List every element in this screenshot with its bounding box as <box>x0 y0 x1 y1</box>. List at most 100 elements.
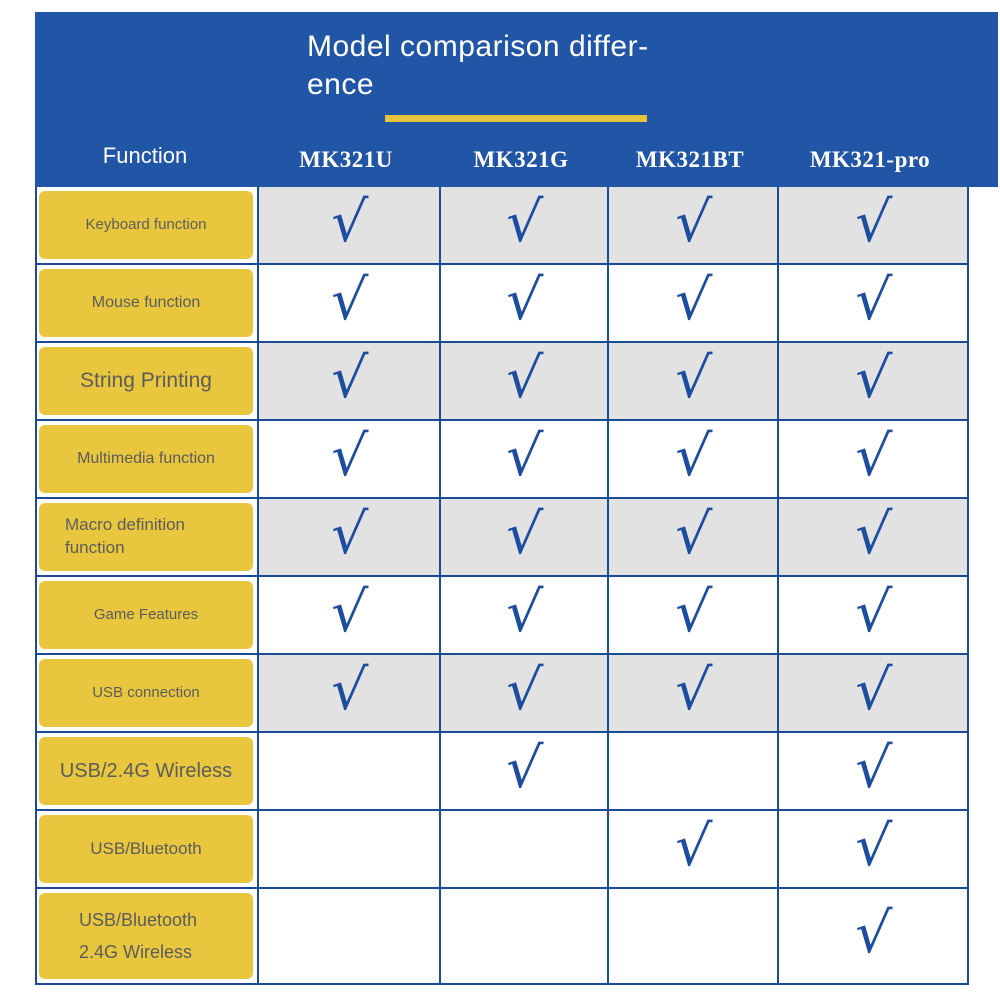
row-label-cell: Multimedia function <box>37 421 257 497</box>
check-cell <box>607 733 777 809</box>
check-cell <box>257 811 439 887</box>
column-header-model-2: MK321G <box>473 147 569 172</box>
checkmark-icon: √ <box>328 345 370 411</box>
check-cell: √ <box>777 343 967 419</box>
row-label-cell: Game Features <box>37 577 257 653</box>
check-cell: √ <box>607 811 777 887</box>
checkmark-icon: √ <box>672 579 714 645</box>
table-row: Multimedia function √ √ √ √ <box>37 421 967 499</box>
row-label: USB/Bluetooth <box>39 815 253 883</box>
row-label: String Printing <box>39 347 253 415</box>
check-cell: √ <box>439 733 607 809</box>
table-row: Macro definition function √ √ √ √ <box>37 499 967 577</box>
table-row: String Printing √ √ √ √ <box>37 343 967 421</box>
checkmark-icon: √ <box>328 657 370 723</box>
check-cell: √ <box>777 187 967 263</box>
checkmark-icon: √ <box>503 579 545 645</box>
check-cell: √ <box>439 655 607 731</box>
row-label-cell: Keyboard function <box>37 187 257 263</box>
checkmark-icon: √ <box>852 189 894 255</box>
row-label-cell: Macro definition function <box>37 499 257 575</box>
check-cell: √ <box>257 343 439 419</box>
check-cell <box>257 733 439 809</box>
table-header-row: Function MK321U MK321G MK321BT MK321-pro <box>35 143 965 181</box>
row-label-cell: Mouse function <box>37 265 257 341</box>
row-label-cell: USB connection <box>37 655 257 731</box>
table-row: USB/Bluetooth 2.4G Wireless √ <box>37 889 967 985</box>
column-header-model-3: MK321BT <box>635 147 745 172</box>
check-cell: √ <box>777 499 967 575</box>
checkmark-icon: √ <box>852 813 894 879</box>
table-row: USB connection √ √ √ √ <box>37 655 967 733</box>
check-cell: √ <box>777 733 967 809</box>
checkmark-icon: √ <box>852 267 894 333</box>
page-title-line2: ence <box>307 68 375 101</box>
check-cell: √ <box>439 499 607 575</box>
table-row: USB/Bluetooth √ √ <box>37 811 967 889</box>
checkmark-icon: √ <box>328 189 370 255</box>
page-title-line1: Model comparison differ- <box>307 30 649 63</box>
row-label: Keyboard function <box>39 191 253 259</box>
row-label: USB/Bluetooth 2.4G Wireless <box>39 893 253 979</box>
checkmark-icon: √ <box>852 657 894 723</box>
checkmark-icon: √ <box>503 735 545 801</box>
row-label-cell: USB/2.4G Wireless <box>37 733 257 809</box>
check-cell: √ <box>257 187 439 263</box>
row-label: Multimedia function <box>39 425 253 493</box>
check-cell: √ <box>257 499 439 575</box>
check-cell: √ <box>257 421 439 497</box>
check-cell: √ <box>607 499 777 575</box>
checkmark-icon: √ <box>672 423 714 489</box>
table-row: Keyboard function √ √ √ √ <box>37 187 967 265</box>
page-title: Model comparison differ- ence <box>307 28 649 104</box>
row-label: USB connection <box>39 659 253 727</box>
check-cell: √ <box>257 265 439 341</box>
checkmark-icon: √ <box>672 189 714 255</box>
row-label: USB/2.4G Wireless <box>39 737 253 805</box>
row-label: Game Features <box>39 581 253 649</box>
checkmark-icon: √ <box>328 267 370 333</box>
check-cell: √ <box>777 811 967 887</box>
row-label-cell: USB/Bluetooth 2.4G Wireless <box>37 889 257 983</box>
column-header-model-1: MK321U <box>299 147 393 172</box>
checkmark-icon: √ <box>672 345 714 411</box>
check-cell: √ <box>777 889 967 983</box>
table-row: USB/2.4G Wireless √ √ <box>37 733 967 811</box>
check-cell: √ <box>777 265 967 341</box>
check-cell <box>439 889 607 983</box>
checkmark-icon: √ <box>672 813 714 879</box>
checkmark-icon: √ <box>328 579 370 645</box>
check-cell: √ <box>257 577 439 653</box>
check-cell <box>257 889 439 983</box>
checkmark-icon: √ <box>672 267 714 333</box>
check-cell: √ <box>607 655 777 731</box>
check-cell: √ <box>257 655 439 731</box>
checkmark-icon: √ <box>852 579 894 645</box>
checkmark-icon: √ <box>328 423 370 489</box>
row-label: Macro definition function <box>39 503 253 571</box>
comparison-table: Keyboard function √ √ √ √ Mouse function √ √ √ √ S… <box>35 187 969 985</box>
header-banner: Model comparison differ- ence Function M… <box>35 12 998 187</box>
checkmark-icon: √ <box>503 189 545 255</box>
checkmark-icon: √ <box>672 657 714 723</box>
row-label: Mouse function <box>39 269 253 337</box>
check-cell: √ <box>607 421 777 497</box>
check-cell <box>607 889 777 983</box>
row-label-cell: String Printing <box>37 343 257 419</box>
check-cell: √ <box>439 187 607 263</box>
column-header-function: Function <box>102 143 188 168</box>
check-cell: √ <box>777 577 967 653</box>
checkmark-icon: √ <box>672 501 714 567</box>
check-cell: √ <box>439 343 607 419</box>
check-cell: √ <box>439 421 607 497</box>
title-underline <box>385 115 647 122</box>
check-cell: √ <box>607 265 777 341</box>
checkmark-icon: √ <box>503 423 545 489</box>
check-cell: √ <box>607 343 777 419</box>
check-cell: √ <box>439 577 607 653</box>
row-label-cell: USB/Bluetooth <box>37 811 257 887</box>
checkmark-icon: √ <box>852 423 894 489</box>
check-cell: √ <box>777 655 967 731</box>
checkmark-icon: √ <box>852 735 894 801</box>
